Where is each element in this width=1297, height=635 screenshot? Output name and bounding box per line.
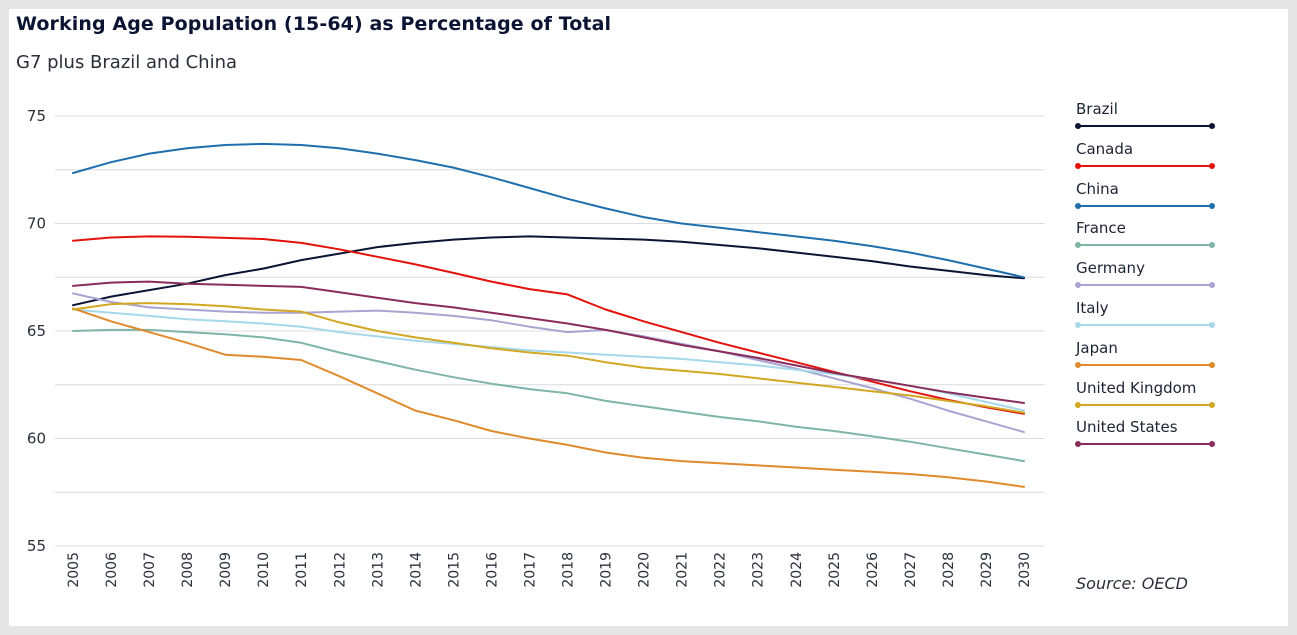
- legend-item: Brazil: [1072, 100, 1217, 140]
- legend-dot: [1209, 441, 1215, 448]
- legend-dot: [1075, 123, 1081, 129]
- legend-dot: [1075, 202, 1081, 209]
- legend-dot: [1075, 162, 1081, 169]
- x-tick-label: 2007: [142, 552, 158, 588]
- legend-swatch: [1078, 443, 1212, 446]
- legend-label: Germany: [1076, 259, 1145, 278]
- x-tick-label: 2005: [66, 552, 82, 588]
- legend-dot: [1209, 282, 1215, 289]
- legend-dot: [1075, 401, 1081, 408]
- y-tick-label: 60: [27, 430, 46, 448]
- x-tick-label: 2008: [180, 552, 196, 588]
- x-tick-label: 2017: [522, 552, 538, 588]
- legend-dot: [1209, 401, 1215, 408]
- x-tick-label: 2024: [789, 552, 805, 588]
- series-line-united-kingdom: [72, 302, 1025, 414]
- x-tick-label: 2025: [827, 552, 843, 588]
- series-line-united-states: [72, 280, 1025, 404]
- legend-label: Brazil: [1076, 100, 1118, 118]
- legend-label: France: [1076, 219, 1126, 238]
- x-tick-label: 2019: [599, 552, 615, 588]
- legend-swatch: [1078, 244, 1212, 247]
- x-axis-ticks: 2005 2006 2007 2008 2009 2010 2011 2012 2013 2014…: [66, 552, 1033, 588]
- chart-legend: Brazil Canada China France Germany Italy Japan…: [1072, 100, 1217, 458]
- source-note: Source: OECD: [1076, 574, 1188, 593]
- y-axis-ticks: 55 60 65 70 75: [27, 107, 46, 555]
- x-tick-label: 2028: [941, 552, 957, 588]
- legend-label: Canada: [1076, 139, 1134, 158]
- legend-dot: [1075, 321, 1081, 328]
- legend-label: Italy: [1076, 298, 1109, 317]
- legend-dot: [1075, 282, 1081, 289]
- legend-dot: [1209, 242, 1215, 249]
- legend-dot: [1209, 361, 1215, 368]
- x-tick-label: 2012: [332, 552, 348, 588]
- series-line-brazil: [72, 235, 1025, 307]
- x-tick-label: 2010: [256, 552, 272, 588]
- series-line-canada: [72, 235, 1025, 415]
- legend-swatch: [1078, 403, 1212, 406]
- y-tick-label: 55: [27, 537, 46, 555]
- series-line-china: [72, 142, 1025, 279]
- x-tick-label: 2013: [370, 552, 386, 588]
- legend-item: Canada: [1072, 140, 1217, 180]
- x-tick-label: 2023: [751, 552, 767, 588]
- legend-item: France: [1072, 219, 1217, 259]
- legend-dot: [1209, 321, 1215, 328]
- series-line-japan: [72, 307, 1025, 488]
- legend-swatch: [1078, 204, 1212, 207]
- series-line-germany: [72, 292, 1025, 434]
- legend-dot: [1209, 123, 1215, 129]
- legend-item: Japan: [1072, 339, 1217, 379]
- x-tick-label: 2029: [979, 552, 995, 588]
- legend-dot: [1209, 162, 1215, 169]
- x-tick-label: 2022: [713, 552, 729, 588]
- legend-swatch: [1078, 125, 1212, 127]
- y-tick-label: 75: [27, 107, 46, 125]
- legend-label: United Kingdom: [1076, 378, 1197, 397]
- legend-dot: [1075, 361, 1081, 368]
- series-lines: [72, 142, 1025, 488]
- legend-dot: [1209, 202, 1215, 209]
- x-tick-label: 2011: [294, 552, 310, 588]
- chart-subtitle: G7 plus Brazil and China: [16, 52, 238, 73]
- series-line-italy: [72, 308, 1025, 412]
- legend-swatch: [1078, 164, 1212, 167]
- legend-label: Japan: [1076, 338, 1118, 357]
- x-tick-label: 2015: [446, 552, 462, 588]
- grid-lines: [55, 115, 1045, 547]
- legend-item: China: [1072, 180, 1217, 220]
- legend-item: Italy: [1072, 299, 1217, 339]
- x-tick-label: 2026: [865, 552, 881, 588]
- chart-title: Working Age Population (15-64) as Percen…: [16, 13, 612, 35]
- legend-item: Germany: [1072, 259, 1217, 299]
- legend-label: United States: [1076, 418, 1178, 437]
- legend-item: United States: [1072, 418, 1217, 458]
- x-tick-label: 2030: [1017, 552, 1033, 588]
- x-tick-label: 2006: [104, 552, 120, 588]
- y-tick-label: 70: [27, 215, 46, 233]
- legend-swatch: [1078, 363, 1212, 366]
- x-tick-label: 2021: [675, 552, 691, 588]
- legend-swatch: [1078, 284, 1212, 287]
- chart-card: [9, 9, 1288, 626]
- legend-swatch: [1078, 323, 1212, 326]
- x-tick-label: 2016: [484, 552, 500, 588]
- legend-dot: [1075, 441, 1081, 448]
- legend-item: United Kingdom: [1072, 379, 1217, 419]
- x-tick-label: 2018: [561, 552, 577, 588]
- x-tick-label: 2027: [903, 552, 919, 588]
- x-tick-label: 2020: [637, 552, 653, 588]
- legend-label: China: [1076, 179, 1119, 198]
- x-tick-label: 2009: [218, 552, 234, 588]
- y-tick-label: 65: [27, 322, 46, 340]
- series-line-france: [72, 328, 1025, 463]
- legend-dot: [1075, 242, 1081, 249]
- x-tick-label: 2014: [408, 552, 424, 588]
